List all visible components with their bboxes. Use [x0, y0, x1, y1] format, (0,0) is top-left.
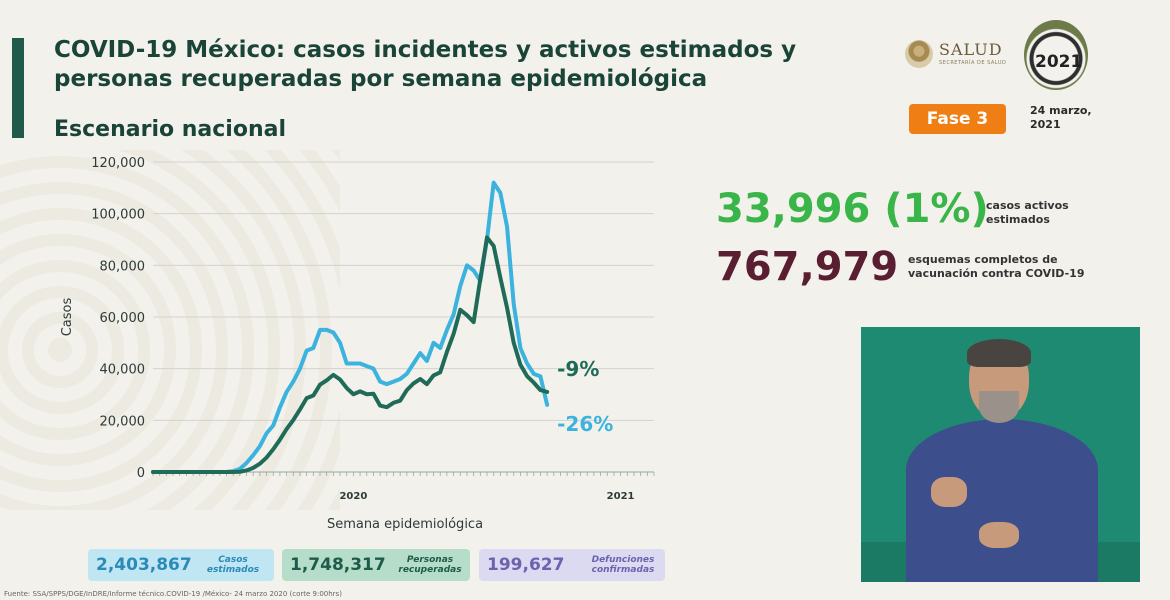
summary-cases-box: 2,403,867 Casos estimados [88, 549, 274, 581]
summary-deaths-value: 199,627 [487, 555, 565, 575]
page-title: COVID-19 México: casos incidentes y acti… [54, 37, 797, 92]
y-tick-label: 60,000 [100, 311, 146, 326]
change-annotation-cases: -26% [557, 412, 613, 436]
interpreter-hand-right [979, 522, 1019, 548]
interpreter-hand-left [931, 477, 967, 507]
summary-deaths-box: 199,627 Defunciones confirmadas [479, 549, 665, 581]
summary-recovered-label: Personas recuperadas [398, 555, 462, 575]
phase-badge: Fase 3 [909, 104, 1006, 134]
summary-cases-label: Casos estimados [206, 555, 260, 575]
interpreter-hair [967, 339, 1031, 367]
y-tick-label: 0 [137, 466, 145, 481]
summary-deaths-label: Defunciones confirmadas [591, 555, 655, 575]
active-cases-value: 33,996 (1%) [716, 186, 989, 232]
series-line-cases [151, 180, 550, 474]
active-cases-label: casos activos estimados [986, 199, 1069, 226]
salud-emblem-icon [905, 40, 933, 68]
year-label: 2021 [607, 491, 635, 502]
mexico-2021-seal-icon [1024, 20, 1088, 90]
y-tick-label: 40,000 [100, 363, 146, 378]
cases-chart: 0 20,000 40,000 60,000 80,000 100,000 120,000 2… [60, 156, 655, 532]
vaccination-value: 767,979 [716, 244, 899, 290]
page-subtitle: Escenario nacional [54, 117, 287, 142]
salud-logo-text: SALUD [939, 40, 1003, 59]
vaccination-label: esquemas completos de vacunación contra … [908, 253, 1085, 280]
change-annotation-recovered: -9% [557, 357, 599, 381]
y-tick-label: 20,000 [100, 414, 146, 429]
y-tick-label: 100,000 [91, 208, 145, 223]
report-date: 24 marzo, 2021 [1030, 104, 1092, 131]
year-label: 2020 [339, 491, 367, 502]
mexico-seal-year: 2021 [1035, 52, 1083, 72]
salud-logo-subtext: SECRETARÍA DE SALUD [939, 60, 1007, 66]
salud-logo: SALUD SECRETARÍA DE SALUD [905, 38, 1015, 72]
interpreter-beard [979, 391, 1019, 423]
sign-language-interpreter-video [861, 327, 1140, 582]
summary-recovered-value: 1,748,317 [290, 555, 386, 575]
summary-cases-value: 2,403,867 [96, 555, 192, 575]
y-tick-label: 120,000 [91, 156, 145, 171]
title-accent-bar [12, 38, 24, 138]
y-tick-label: 80,000 [100, 259, 146, 274]
series-line-recovered [151, 235, 550, 474]
source-footnote: Fuente: SSA/SPPS/DGE/InDRE/Informe técni… [4, 590, 342, 598]
x-axis-label: Semana epidemiológica [327, 517, 483, 532]
summary-recovered-box: 1,748,317 Personas recuperadas [282, 549, 470, 581]
y-axis-label: Casos [60, 298, 75, 337]
